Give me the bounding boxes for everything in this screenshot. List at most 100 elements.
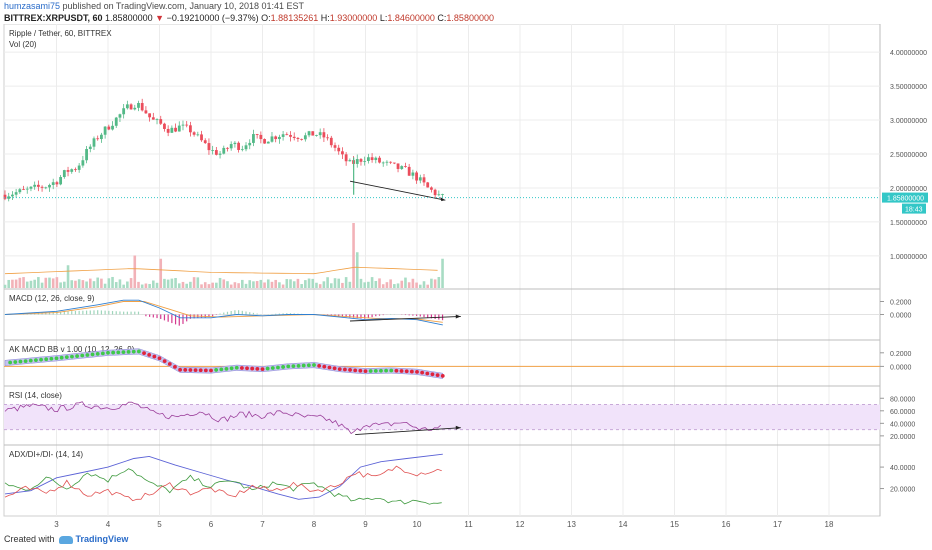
tradingview-brand[interactable]: TradingView <box>75 534 129 544</box>
rsi-tick-label: 40.0000 <box>890 421 915 428</box>
x-tick-label: 17 <box>773 520 782 528</box>
macd-histogram-bar <box>212 314 214 317</box>
volume-bar <box>374 280 378 288</box>
candle-body <box>22 189 25 191</box>
volume-bar <box>226 281 229 288</box>
candle-body <box>214 150 218 155</box>
macd-histogram-bar <box>382 314 384 316</box>
akmacd-dot <box>435 373 440 378</box>
candle-body <box>70 169 74 172</box>
candle-body <box>248 142 252 146</box>
volume-bar <box>393 284 396 288</box>
macd-histogram-bar <box>230 311 232 315</box>
candle-body <box>274 136 278 140</box>
akmacd-dot <box>23 359 28 363</box>
candle-body <box>66 170 70 172</box>
candle-body <box>426 182 430 188</box>
macd-histogram-bar <box>356 314 358 319</box>
price-tick-label: 1.50000000 <box>890 220 927 227</box>
candle-body <box>163 123 166 129</box>
macd-histogram-bar <box>223 312 225 315</box>
candle-body <box>374 157 378 161</box>
volume-bar <box>389 279 392 288</box>
candle-body <box>322 132 326 138</box>
candle-body <box>92 138 96 147</box>
volume-bar <box>381 284 385 288</box>
volume-bar <box>422 281 426 288</box>
macd-histogram-bar <box>423 314 425 318</box>
price-tick-label: 2.00000000 <box>890 186 927 193</box>
volume-bar <box>330 283 333 288</box>
akmacd-dot <box>265 366 270 371</box>
candle-body <box>418 177 422 181</box>
rsi-tick-label: 20.0000 <box>890 434 915 441</box>
volume-bar <box>248 280 252 288</box>
volume-bar <box>352 223 355 288</box>
volume-bar <box>77 279 81 288</box>
volume-bar <box>274 279 277 288</box>
macd-histogram-bar <box>204 314 206 318</box>
volume-bar <box>29 280 33 288</box>
candle-body <box>226 147 229 149</box>
candle-body <box>252 134 255 143</box>
macd-histogram-bar <box>338 314 340 317</box>
akmacd-dot <box>131 349 136 354</box>
candle-body <box>107 126 111 130</box>
candle-body <box>192 132 196 135</box>
volume-bar <box>289 279 292 288</box>
volume-bar <box>307 278 311 288</box>
candle-body <box>7 196 11 199</box>
candle-body <box>85 149 88 161</box>
macd-histogram-bar <box>93 310 95 315</box>
x-tick-label: 13 <box>567 520 576 528</box>
candle-body <box>51 182 55 185</box>
adx-label: ADX/DI+/DI- (14, 14) <box>9 450 83 459</box>
candle-body <box>277 136 281 140</box>
candle-body <box>222 147 226 154</box>
volume-bar <box>407 282 411 288</box>
candle-body <box>370 157 374 161</box>
trendline-arrow-icon <box>440 197 446 202</box>
volume-bar <box>103 283 107 288</box>
candle-body <box>196 134 200 136</box>
volume-bar <box>370 277 374 288</box>
volume-bar <box>48 277 51 288</box>
akmacd-dot <box>440 374 445 378</box>
candle-body <box>311 131 315 136</box>
price-trendline <box>349 180 446 201</box>
macd-tick-label: 0.2000 <box>890 300 912 307</box>
macd-histogram-bar <box>341 314 344 317</box>
akmacd-dot <box>116 350 121 355</box>
macd-histogram-bar <box>130 311 132 315</box>
volume-bar <box>266 279 270 288</box>
chart-canvas[interactable]: 3 4 5 6 7 8 9 10 11 12 13 14 15 16 17 18 1.00000000 1.500… <box>0 24 932 528</box>
akmacd-dot <box>85 353 90 357</box>
macd-histogram-bar <box>134 311 136 315</box>
last-price: 1.85800000 <box>105 13 153 23</box>
author-link[interactable]: humzasami75 <box>4 1 61 11</box>
macd-histogram-bar <box>278 313 280 315</box>
macd-histogram <box>4 310 444 326</box>
volume-bar <box>11 279 14 288</box>
macd-histogram-bar <box>152 314 154 318</box>
candle-body <box>77 165 81 170</box>
volume-bar <box>196 277 200 288</box>
volume-bar <box>55 277 59 288</box>
akmacd-dot <box>286 364 291 369</box>
akmacd-dot <box>384 368 388 373</box>
macd-histogram-bar <box>108 310 110 315</box>
macd-histogram-bar <box>404 314 407 316</box>
volume-bar <box>315 282 318 288</box>
candle-body <box>55 182 59 185</box>
volume-bar <box>426 284 430 288</box>
macd-histogram-bar <box>137 311 140 315</box>
volume-bar <box>359 278 363 288</box>
close-label: C: <box>437 13 447 23</box>
candle-body <box>155 119 159 120</box>
candle-body <box>430 187 433 190</box>
candle-body <box>289 134 292 137</box>
candle-body <box>144 110 148 114</box>
akmacd-dot <box>363 369 368 374</box>
macd-histogram-bar <box>434 314 436 319</box>
volume-bar <box>107 278 111 288</box>
